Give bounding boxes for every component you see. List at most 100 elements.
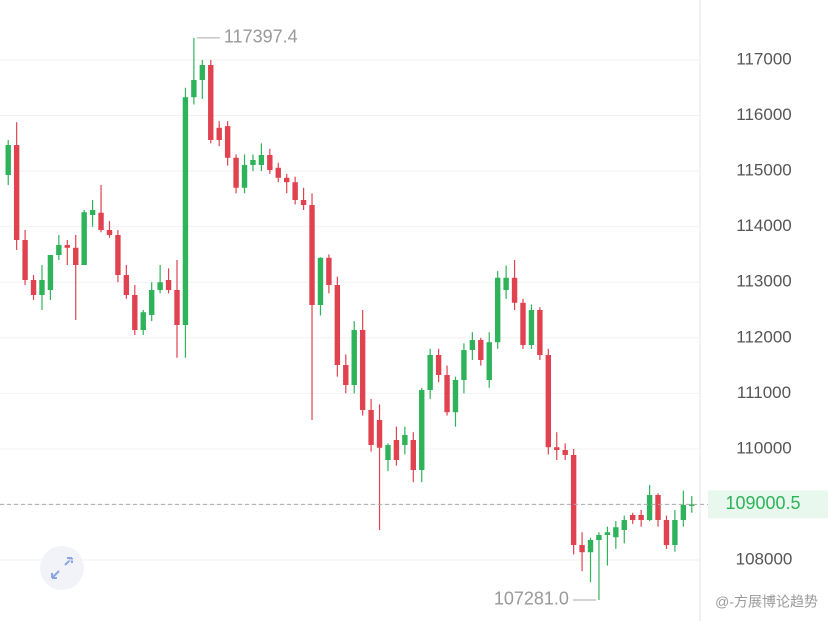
candle-body [630,515,636,520]
expand-button[interactable] [40,546,84,590]
candle-body [300,200,307,205]
candle-body [284,177,290,183]
candle-body [73,247,79,265]
candle-body [621,520,627,530]
y-tick-label: 115000 [736,161,791,180]
candle-body [199,65,206,80]
candle-body [140,312,146,330]
y-tick-label: 117000 [736,49,791,68]
y-tick-label: 116000 [736,105,791,124]
candle-body [275,167,281,178]
candle-body [613,527,619,538]
candle-body [258,155,265,165]
candle-body [132,295,138,330]
candle-body [359,330,366,410]
candle-body [115,235,121,275]
candle-body [385,445,391,460]
candle-body [98,212,104,230]
candle-body [56,245,62,255]
candle-body [292,182,298,200]
candle-body [427,355,433,390]
candle-body [494,277,501,343]
candle-body [39,280,45,295]
candle-body [478,340,484,360]
candle-body [106,230,113,235]
y-tick-label: 112000 [736,327,791,346]
expand-bg [40,546,84,590]
candle-body [343,365,349,385]
candle-body [520,302,526,345]
candle-body [486,342,492,380]
candle-body [638,515,644,520]
candle-body [579,545,585,553]
candle-body [537,310,543,355]
candle-body [419,390,425,470]
candle-body [351,330,357,385]
candle-body [81,212,87,265]
last-price-label: 109000.5 [725,493,800,513]
candle-body [22,240,28,280]
candle-body [224,126,231,158]
candle-body [89,210,96,215]
candle-body [511,277,518,303]
expand-icon [51,557,73,579]
last-price-badge [708,490,828,519]
candle-body [528,310,535,345]
candle-body [309,205,315,305]
candle-body [334,285,341,365]
candle-body [672,520,678,545]
candle-body [64,245,70,248]
candle-body [680,505,687,520]
candle-body [596,535,602,540]
candle-body [208,65,214,140]
candle-body [452,380,459,413]
candle-body [123,275,130,295]
candle-body [317,257,324,305]
candle-body [503,277,509,290]
y-tick-label: 113000 [736,272,791,291]
candle-body [663,520,670,545]
candle-body [191,80,197,98]
candle-body [554,447,560,450]
candle-body [182,97,189,325]
candle-body [461,350,467,380]
candle-body [646,495,653,520]
candle-body [689,504,695,506]
candle-body [402,435,408,445]
candle-body [241,165,248,188]
candle-body [545,355,552,448]
candle-body [655,495,661,520]
y-tick-label: 110000 [736,438,791,457]
candle-body [157,282,163,290]
candle-body [570,455,577,545]
candle-body [393,440,400,460]
candle-body [216,127,222,140]
low-label: 107281.0 [494,589,569,609]
y-tick-label: 108000 [736,549,793,568]
candle-body [410,440,416,470]
candle-body [5,145,11,175]
candle-body [368,410,374,445]
candle-body [30,280,37,295]
y-tick-label: 114000 [736,216,791,235]
candle-body [165,280,172,290]
candle-body [435,355,442,375]
candle-body [47,255,54,290]
candle-body [13,145,20,240]
candle-body [562,450,568,455]
candle-body [376,420,383,448]
candle-body [326,257,332,285]
y-tick-label: 111000 [737,383,791,402]
candle-body [587,540,594,553]
candle-body [604,532,611,535]
candle-body [469,340,476,350]
high-label: 117397.4 [224,27,298,47]
watermark: @-方展博论趋势 [715,594,818,610]
candle-body [250,160,256,165]
candle-body [267,155,273,170]
candle-body [233,157,239,188]
candle-body [148,290,155,315]
candle-body [174,290,180,325]
candle-body [444,375,450,413]
